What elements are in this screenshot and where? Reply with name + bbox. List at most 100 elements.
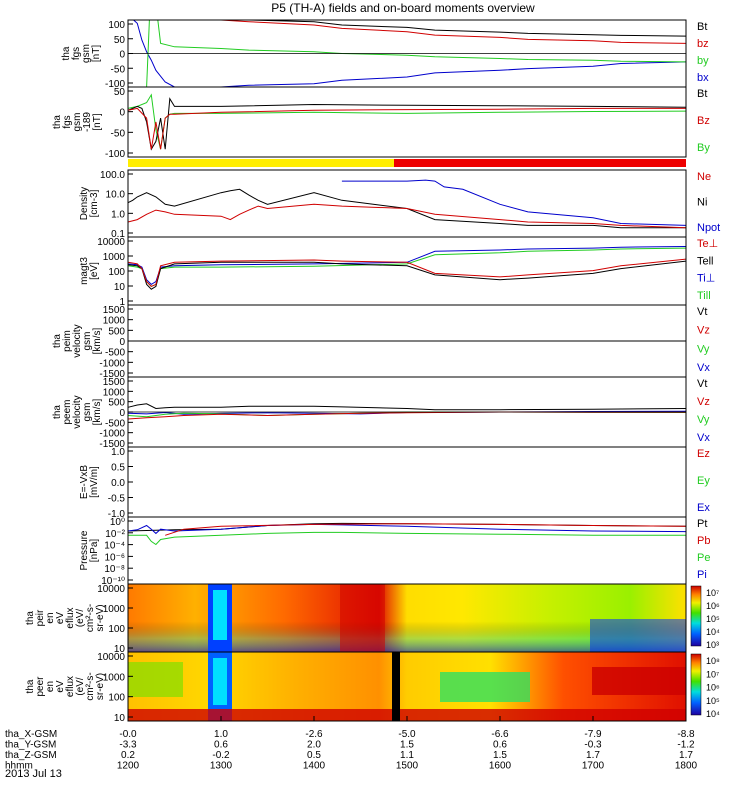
legend-fgl-0: Bt — [697, 88, 707, 100]
ytick-label-dens: 10.0 — [106, 190, 126, 201]
ylabel-espec: sr-eV) — [95, 673, 106, 700]
ytick-label-ve: 1500 — [103, 377, 126, 388]
legend-temp-3: Till — [697, 290, 711, 302]
xtick-label: -0.2 — [212, 750, 230, 761]
colorbar-label-espec: 10⁸ — [706, 656, 720, 666]
legend-efield-0: Ez — [697, 448, 710, 460]
legend-efield-1: Ey — [697, 475, 710, 487]
ytick-label-efield: 0.5 — [111, 463, 125, 474]
ytick-label-ve: 1000 — [103, 387, 126, 398]
xtick-label: 1.7 — [679, 750, 693, 761]
series-line-dens-1 — [127, 203, 687, 229]
ytick-label-temp: 10000 — [97, 237, 125, 248]
series-line-press-3 — [165, 523, 687, 536]
ytick-label-press: 10⁻⁶ — [104, 552, 125, 563]
ytick-label-vi: 1500 — [103, 305, 126, 316]
ylabel-ispec: tha — [25, 611, 36, 625]
xtick-label: 0.6 — [493, 740, 507, 751]
legend-efield-2: Ex — [697, 502, 710, 514]
colorbar-label-espec: 10⁶ — [706, 683, 720, 693]
ytick-label-press: 10⁰ — [110, 517, 125, 528]
series-line-temp-1 — [127, 247, 687, 287]
series-line-dens-0 — [127, 188, 686, 229]
espec-gap — [392, 652, 400, 721]
ytick-label-fgs: 0 — [119, 50, 125, 61]
ylabel-vi: [km/s] — [92, 327, 103, 354]
ytick-label-fgs: 100 — [108, 20, 125, 31]
series-line-fgs-1 — [179, 19, 687, 44]
xaxis-row-label: tha_Y-GSM — [5, 740, 56, 751]
colorbar-ispec — [690, 585, 702, 647]
ytick-label-fgs: -100 — [105, 79, 125, 90]
legend-vi-3: Vx — [697, 362, 710, 374]
xtick-label: 2.0 — [307, 740, 321, 751]
legend-fgs-0: Bt — [697, 21, 707, 33]
ylabel-temp: magt3 — [79, 257, 90, 285]
ytick-label-espec: 10 — [114, 713, 126, 724]
ylabel-espec: tha — [25, 679, 36, 693]
xtick-label: 1200 — [117, 761, 140, 772]
xtick-label: 1.0 — [214, 729, 228, 740]
ytick-label-dens: 100.0 — [100, 170, 125, 181]
panel-dens: 100.0 10.0 1.0 0.1 Density [cm-3] Ne Ni Npot — [79, 169, 720, 240]
xtick-label: 1.5 — [493, 750, 507, 761]
colorbar-label-ispec: 10⁶ — [706, 601, 720, 611]
ylabel-fgl: [nT] — [92, 113, 103, 130]
colorbar-label-ispec: 10⁷ — [706, 588, 719, 598]
xtick-label: -5.0 — [398, 729, 416, 740]
xaxis-row-label: tha_Z-GSM — [5, 750, 57, 761]
ylabel-dens: [cm-3] — [89, 189, 100, 217]
legend-vi-1: Vz — [697, 325, 710, 337]
xaxis-row-label: tha_X-GSM — [5, 729, 57, 740]
ytick-label-vi: 1000 — [103, 316, 126, 327]
legend-dens-1: Ni — [697, 197, 707, 209]
ylabel-espec: eflux — [65, 676, 76, 697]
ylabel-temp: [eV] — [89, 262, 100, 280]
legend-fgs-3: bx — [697, 72, 709, 84]
panel-frame-fgl — [127, 86, 687, 158]
ispec-band — [340, 584, 385, 652]
ylabel-ve: velocity — [72, 395, 83, 428]
legend-dens-2: Npot — [697, 222, 720, 234]
legend-ve-3: Vx — [697, 432, 710, 444]
panel-efield: 1.0 0.5 0.0 -0.5 -1.0 E=-VxB [mV/m] Ez Ey Ex — [79, 446, 710, 520]
ylabel-ispec: eV — [55, 612, 66, 625]
series-line-fgl-2 — [127, 107, 686, 150]
legend-temp-0: Te⊥ — [697, 238, 718, 250]
ytick-label-fgl: -50 — [111, 128, 126, 139]
ylabel-fgs: tha — [61, 46, 72, 60]
ytick-label-ispec: 10 — [114, 644, 126, 655]
xtick-label: 1800 — [675, 761, 698, 772]
ylabel-ve: tha — [52, 405, 63, 419]
xtick-label: -8.8 — [677, 729, 695, 740]
xtick-label: -2.6 — [305, 729, 323, 740]
colorbar-label-ispec: 10³ — [706, 640, 719, 650]
ylabel-vi: velocity — [72, 324, 83, 357]
ytick-label-temp: 10 — [114, 282, 126, 293]
ylabel-ispec: cm²-s- — [85, 604, 96, 632]
legend-press-0: Pt — [697, 518, 707, 530]
ylabel-fgl: tha — [52, 115, 63, 129]
series-line-press-1 — [127, 523, 687, 535]
legend-temp-2: Ti⊥ — [697, 273, 715, 285]
xtick-label: 1.5 — [400, 740, 414, 751]
ytick-label-fgl: 0 — [119, 108, 125, 119]
ylabel-press: Pressure — [79, 530, 90, 570]
colorbar-label-espec: 10⁴ — [706, 709, 720, 719]
panel-frame-dens — [127, 169, 687, 238]
panel-fgl: 50 0 -50 -100 tha fgs gsm -189 [nT] Bt Bz By — [52, 86, 710, 160]
legend-dens-0: Ne — [697, 171, 711, 183]
legend-ve-1: Vz — [697, 396, 710, 408]
series-line-temp-0 — [127, 246, 687, 286]
ytick-label-fgs: -50 — [111, 64, 126, 75]
colorbar-espec — [690, 653, 702, 716]
ispec-dropout-core — [213, 590, 227, 640]
panel-espec: 10000 1000 100 10 tha peer en eV eflux (eV/cm²-s-… — [25, 651, 720, 724]
ytick-label-ve: -500 — [105, 418, 125, 429]
ylabel-ispec: eflux — [65, 607, 76, 628]
ylabel-ve: gsm — [82, 403, 93, 422]
espec-low-band — [128, 709, 686, 721]
ytick-label-temp: 1000 — [103, 252, 126, 263]
